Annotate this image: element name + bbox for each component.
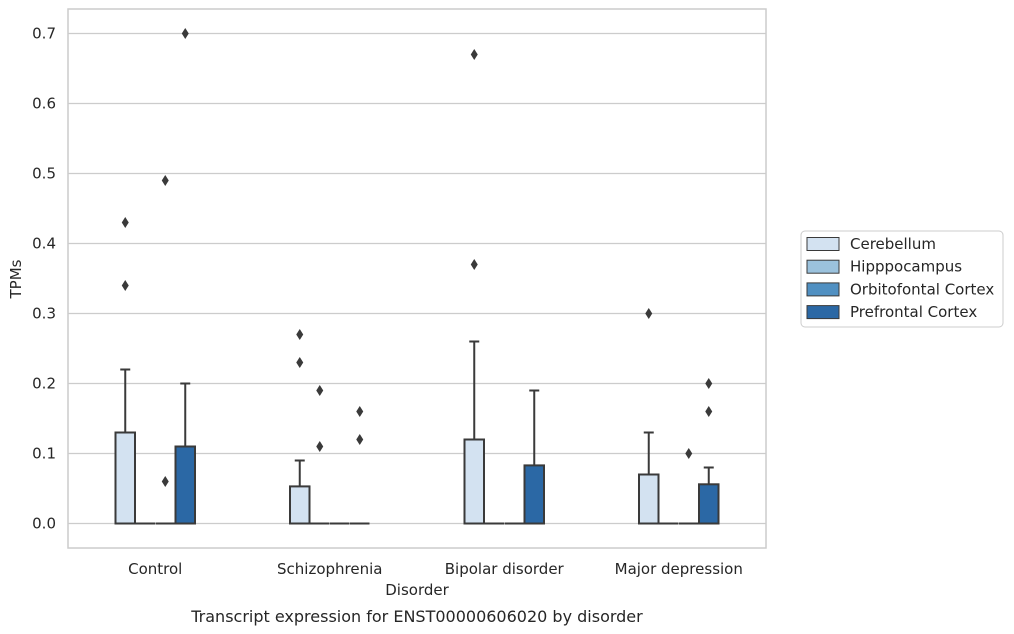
box-body [174, 445, 196, 525]
box-2-0 [463, 49, 485, 525]
plot-frame [67, 8, 767, 549]
x-tick-label: Major depression [615, 560, 743, 578]
outlier-point [316, 385, 324, 396]
outlier-point [121, 217, 129, 228]
legend-frame [800, 230, 1004, 328]
x-tick-label: Control [128, 560, 182, 578]
y-tick-label: 0.3 [32, 305, 56, 323]
outlier-point [161, 175, 169, 186]
box-3-0 [638, 308, 660, 525]
legend-swatch [806, 305, 840, 320]
y-tick-label: 0.6 [32, 95, 56, 113]
box-body [289, 485, 311, 525]
chart-caption: Transcript expression for ENST0000060602… [190, 607, 643, 626]
outlier-point [645, 308, 653, 319]
y-tick-label: 0.0 [32, 515, 56, 533]
box-body [698, 483, 720, 525]
box-1-1 [310, 385, 330, 525]
y-tick-label: 0.4 [32, 235, 56, 253]
outlier-point [161, 476, 169, 487]
x-axis-label: Disorder [385, 581, 449, 599]
legend-swatch [806, 259, 840, 274]
box-2-3 [523, 389, 545, 525]
outlier-point [121, 280, 129, 291]
outlier-point [470, 49, 478, 60]
y-tick-label: 0.5 [32, 165, 56, 183]
box-plot-marks [114, 28, 720, 525]
box-0-3 [174, 28, 196, 525]
box-3-3 [698, 378, 720, 525]
outlier-point [685, 448, 693, 459]
legend-swatch [806, 237, 840, 251]
box-body [463, 438, 485, 525]
outlier-point [356, 406, 364, 417]
outlier-point [316, 441, 324, 452]
box-1-3 [350, 406, 370, 525]
y-gridlines [68, 32, 766, 525]
box-body [638, 473, 660, 525]
box-body [114, 431, 136, 525]
y-tick-labels: 0.0 0.1 0.2 0.3 0.4 0.5 0.6 0.7 [32, 25, 56, 533]
legend-label: Orbitofontal Cortex [850, 280, 994, 298]
box-body [523, 464, 545, 525]
box-0-2 [155, 175, 175, 525]
outlier-point [181, 28, 189, 39]
box-3-2 [679, 448, 699, 525]
y-tick-label: 0.1 [32, 445, 56, 463]
legend-label: Hipppocampus [850, 258, 962, 276]
y-tick-label: 0.7 [32, 25, 56, 43]
x-tick-label: Schizophrenia [277, 560, 382, 578]
x-tick-labels: Control Schizophrenia Bipolar disorder Majo… [128, 560, 743, 578]
legend-label: Cerebellum [850, 235, 936, 253]
outlier-point [705, 406, 713, 417]
outlier-point [296, 357, 304, 368]
y-axis-label: TPMs [7, 259, 25, 299]
outlier-point [705, 378, 713, 389]
legend-label: Prefrontal Cortex [850, 303, 977, 321]
outlier-point [356, 434, 364, 445]
x-tick-label: Bipolar disorder [445, 560, 565, 578]
outlier-point [296, 329, 304, 340]
box-0-0 [114, 217, 136, 525]
outlier-point [470, 259, 478, 270]
legend: Cerebellum Hipppocampus Orbitofontal Corte… [800, 230, 1004, 328]
legend-swatch [806, 282, 840, 297]
y-tick-label: 0.2 [32, 375, 56, 393]
box-1-0 [289, 329, 311, 525]
